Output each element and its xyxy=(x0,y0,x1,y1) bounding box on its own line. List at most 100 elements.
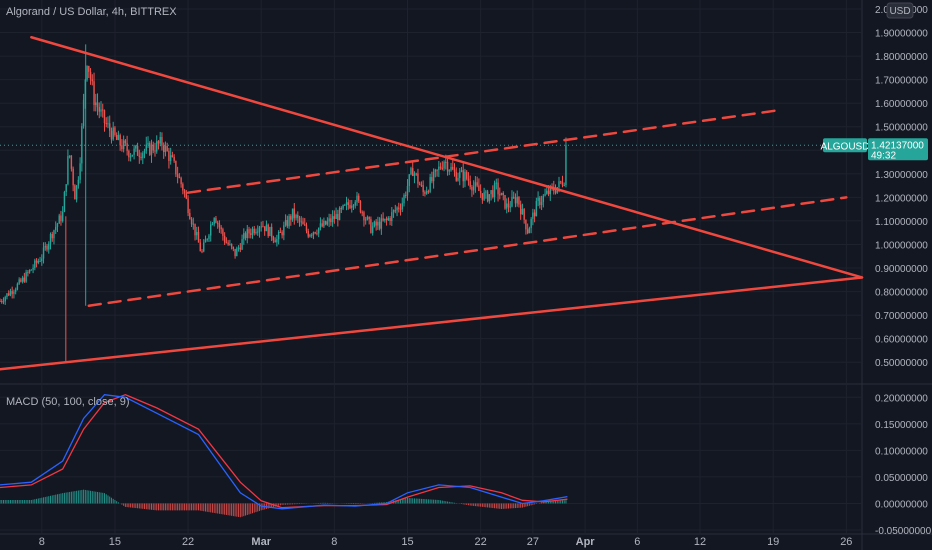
candle-body xyxy=(507,203,510,208)
candle-body xyxy=(119,135,121,146)
candle-body xyxy=(499,194,501,196)
candle-body xyxy=(74,185,76,200)
candle-body xyxy=(279,231,282,233)
candle-body xyxy=(425,191,428,194)
candle-body xyxy=(277,231,280,240)
candle-body xyxy=(149,142,151,155)
candle-body xyxy=(222,229,224,236)
candle-body xyxy=(326,221,329,225)
candle-body xyxy=(135,145,137,149)
candle-body xyxy=(375,221,377,226)
candle-body xyxy=(32,267,34,270)
macd-tick-label: 0.00000000 xyxy=(875,499,928,510)
candle-body xyxy=(417,173,419,184)
candle-body xyxy=(157,141,160,144)
candle-body xyxy=(61,211,64,222)
candle-body xyxy=(27,272,29,274)
candle-body xyxy=(145,144,147,151)
candle-body xyxy=(387,218,390,221)
candle-body xyxy=(13,291,15,294)
macd-pane[interactable] xyxy=(0,394,568,518)
candle-body xyxy=(77,179,80,186)
candle-body xyxy=(216,222,219,224)
candle-body xyxy=(223,235,226,243)
candle-body xyxy=(495,182,498,184)
candle-body xyxy=(441,168,444,170)
chart-title: Algorand / US Dollar, 4h, BITTREX xyxy=(6,6,177,18)
candle-body xyxy=(396,207,398,211)
candle-body xyxy=(497,182,499,195)
candle-body xyxy=(311,234,313,236)
candle-body xyxy=(288,216,290,227)
candle-body xyxy=(2,301,5,303)
candle-body xyxy=(79,163,81,180)
candle-body xyxy=(537,197,539,201)
candle-body xyxy=(237,247,240,249)
candle-body xyxy=(432,171,435,182)
trendline-layer[interactable] xyxy=(0,36,864,371)
candle-body xyxy=(385,218,388,221)
candle-body xyxy=(554,190,557,193)
candle-body xyxy=(283,225,285,236)
candle-body xyxy=(88,66,90,72)
candle-body xyxy=(142,153,144,159)
candle-body xyxy=(227,242,229,245)
candle-body xyxy=(446,161,449,172)
candle-body xyxy=(394,210,397,212)
candle-body xyxy=(378,221,381,229)
currency-badge[interactable]: USD xyxy=(886,2,914,19)
candle-body xyxy=(486,191,489,202)
candle-body xyxy=(95,102,97,106)
candle-body xyxy=(1,301,3,303)
candle-body xyxy=(166,145,168,152)
candle-body xyxy=(53,230,55,239)
candle-body xyxy=(72,168,74,186)
candle-body xyxy=(415,173,417,175)
channel-trendline[interactable] xyxy=(87,196,848,307)
candle-body xyxy=(124,140,127,144)
time-tick-label: 12 xyxy=(694,536,706,548)
candle-body xyxy=(544,193,546,196)
candle-body xyxy=(96,102,99,108)
candle-body xyxy=(305,225,308,231)
candle-body xyxy=(67,156,69,185)
candle-body xyxy=(558,181,560,188)
candle-body xyxy=(35,260,38,263)
candle-body xyxy=(521,209,524,215)
candle-body xyxy=(213,218,215,225)
candle-body xyxy=(185,193,188,199)
candle-body xyxy=(257,231,259,233)
candle-body xyxy=(140,156,142,159)
candle-body xyxy=(187,198,189,213)
candle-body xyxy=(290,216,292,220)
candle-body xyxy=(546,190,548,194)
macd-tick-label: 0.10000000 xyxy=(875,446,928,457)
price-pane[interactable] xyxy=(0,44,862,363)
candle-body xyxy=(351,205,353,208)
price-tick-label: 0.80000000 xyxy=(875,288,928,299)
candle-body xyxy=(241,239,243,250)
candle-body xyxy=(250,233,252,235)
candle-body xyxy=(472,186,475,191)
candle-body xyxy=(46,245,48,250)
time-tick-label: Mar xyxy=(251,536,271,548)
candle-body xyxy=(450,166,452,171)
candle-body xyxy=(535,200,538,217)
candle-body xyxy=(11,291,13,294)
candle-body xyxy=(490,190,492,195)
candle-body xyxy=(445,161,447,163)
channel-trendline[interactable] xyxy=(186,109,780,194)
candle-body xyxy=(373,221,376,227)
candle-body xyxy=(49,234,52,244)
candle-body xyxy=(183,190,186,194)
candle-body xyxy=(519,204,522,215)
candle-body xyxy=(122,140,125,150)
candle-body xyxy=(366,216,369,220)
candle-body xyxy=(298,217,301,222)
candle-body xyxy=(117,135,120,140)
time-tick-label: 26 xyxy=(840,536,852,548)
triangle-trendline[interactable] xyxy=(0,276,864,371)
